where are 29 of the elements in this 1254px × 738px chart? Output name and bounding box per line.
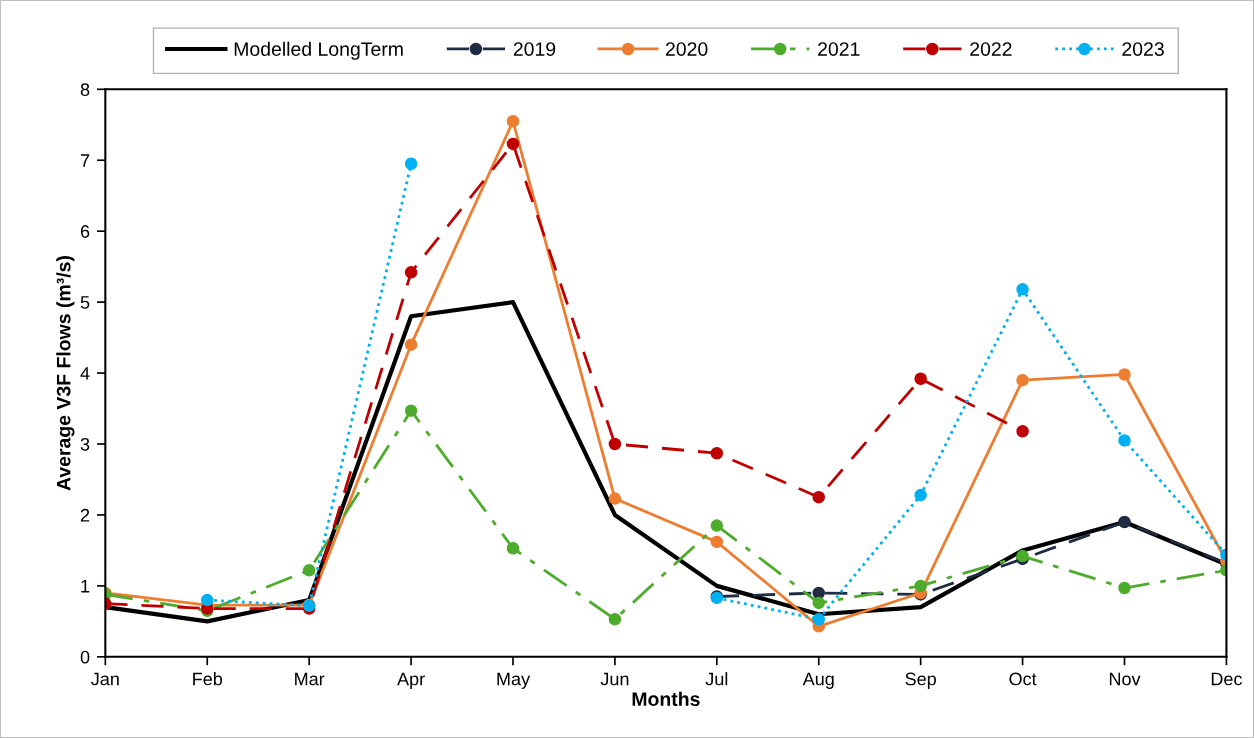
x-tick-label: Jul [705, 672, 728, 686]
y-tick-label: 2 [80, 508, 90, 522]
y-tick-label: 6 [80, 225, 90, 238]
x-axis-title: Months [632, 691, 700, 706]
legend-label: 2019 [513, 42, 556, 56]
y-tick-label: 7 [80, 154, 90, 167]
y-tick-label: 4 [80, 367, 90, 380]
x-tick-label: Mar [295, 672, 325, 686]
x-tick-label: Feb [193, 672, 223, 686]
x-tick-label: Dec [1211, 672, 1242, 686]
x-tick-label: Oct [1009, 672, 1037, 686]
legend-label: Modelled LongTerm [234, 41, 403, 60]
legend-label: 2021 [818, 42, 860, 56]
legend-label: 2020 [665, 42, 708, 56]
y-tick-label: 8 [80, 83, 90, 97]
x-tick-label: Nov [1109, 672, 1141, 686]
y-tick-label: 3 [80, 437, 90, 451]
x-tick-label: Jun [600, 672, 629, 686]
x-tick-label: May [497, 672, 531, 689]
y-axis-title: Average V3F Flows (m³/s) [56, 256, 75, 491]
legend-label: 2022 [970, 42, 1012, 56]
y-tick-label: 5 [80, 296, 90, 309]
x-tick-label: Jan [91, 672, 119, 686]
x-tick-label: Apr [397, 672, 425, 689]
legend-label: 2023 [1122, 42, 1164, 56]
x-tick-label: Sep [905, 672, 936, 689]
y-tick-label: 0 [80, 650, 90, 664]
y-tick-label: 1 [81, 580, 90, 593]
x-tick-label: Aug [802, 672, 834, 689]
